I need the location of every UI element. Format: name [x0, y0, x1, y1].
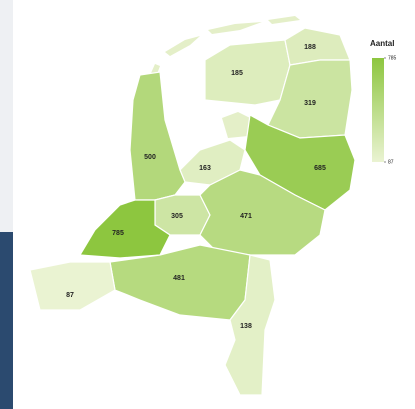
region-value: 471 [240, 213, 252, 220]
region-value: 185 [231, 70, 243, 77]
colorbar-tick-label: 87 [388, 159, 394, 165]
region-value: 188 [304, 44, 316, 51]
region-value: 685 [314, 165, 326, 172]
colorbar [372, 58, 384, 162]
region-value: 785 [112, 230, 124, 237]
region [179, 139, 246, 186]
region [29, 261, 116, 311]
region-value: 481 [173, 275, 185, 282]
region [224, 254, 276, 396]
region-value: 87 [66, 292, 74, 299]
lake-area [222, 112, 250, 138]
island [165, 36, 200, 56]
region [199, 169, 326, 256]
region [78, 199, 171, 259]
colorbar-tick-label: 785 [388, 55, 397, 61]
region-value: 319 [304, 100, 316, 107]
region [244, 114, 356, 211]
region-value: 500 [144, 154, 156, 161]
wadden-islands [148, 16, 300, 138]
region-value: 163 [199, 165, 211, 172]
region-value: 138 [240, 323, 252, 330]
regions [29, 27, 356, 396]
region-value: 305 [171, 213, 183, 220]
legend-title: Aantal [370, 39, 394, 48]
side-bar [0, 232, 13, 409]
island [268, 16, 300, 24]
side-panel [0, 0, 13, 232]
region-labels: 185 188 319 163 685 500 305 471 785 481 87 138 [66, 44, 326, 330]
island [208, 22, 262, 34]
